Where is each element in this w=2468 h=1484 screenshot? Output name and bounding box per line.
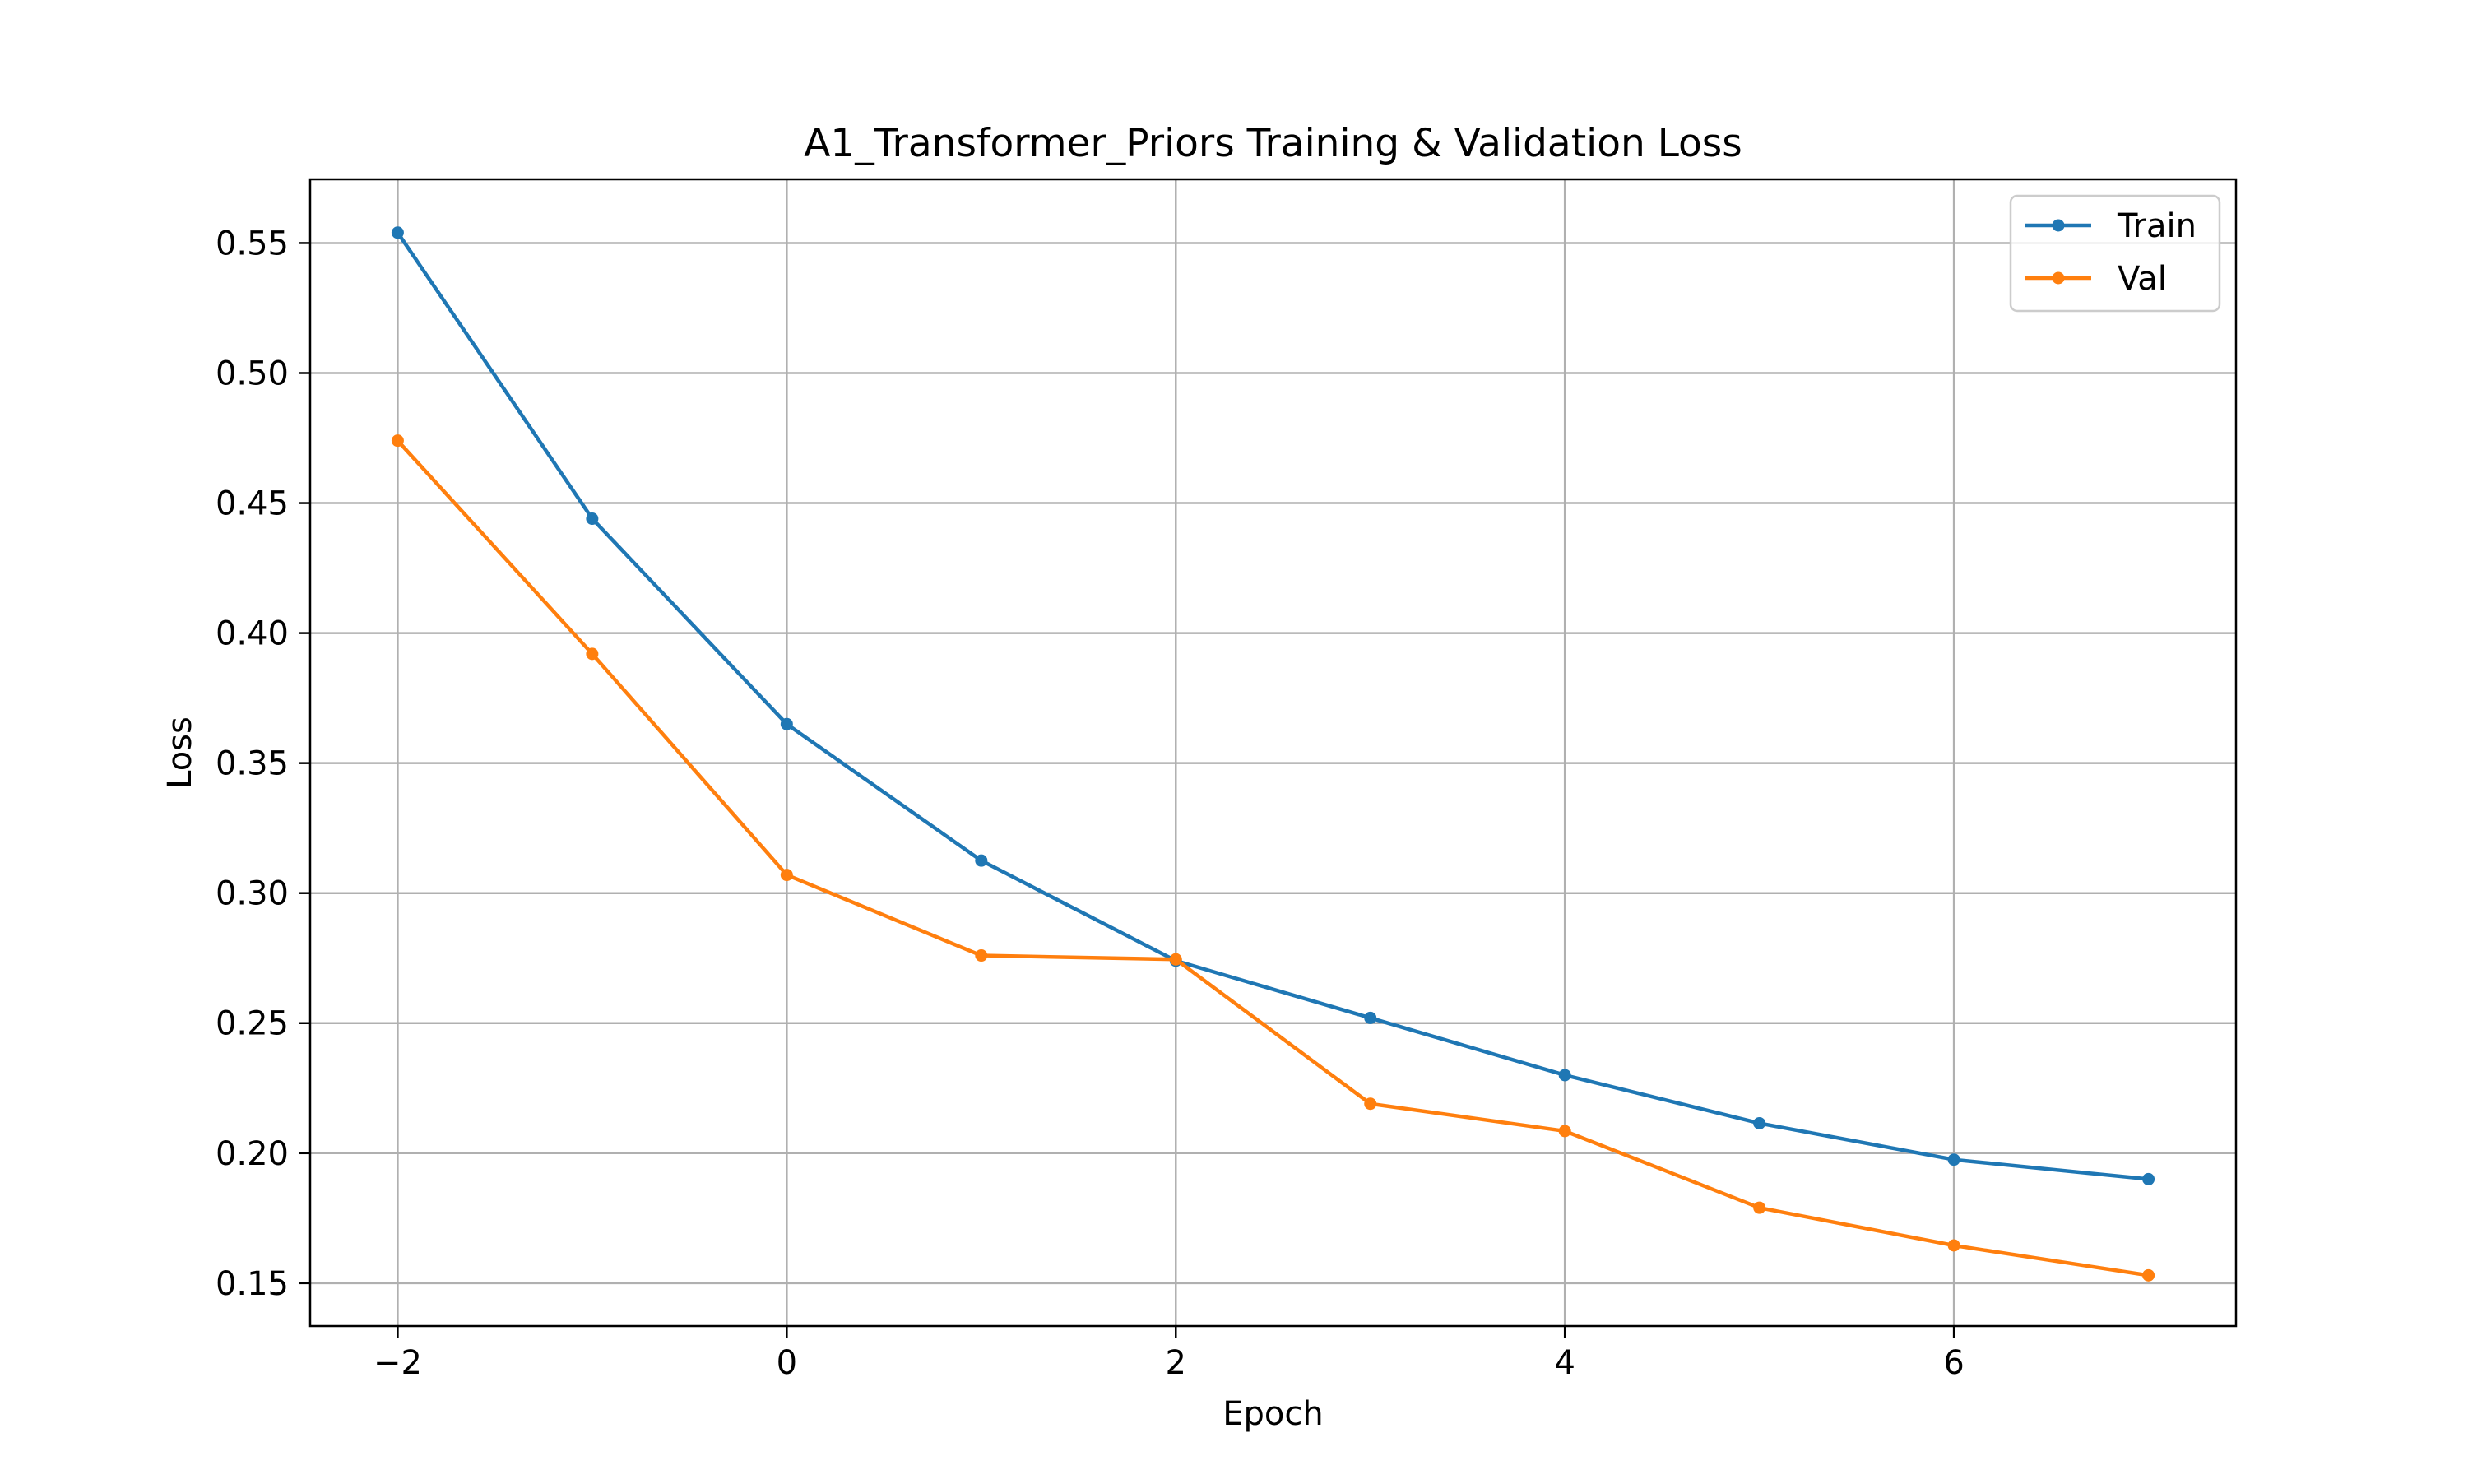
data-point-val: [1753, 1201, 1766, 1214]
y-tick-label: 0.20: [216, 1135, 289, 1173]
y-tick-label: 0.15: [216, 1265, 289, 1303]
x-axis-label: Epoch: [1222, 1395, 1323, 1433]
legend-label: Train: [2117, 207, 2197, 245]
data-point-train: [1364, 1011, 1377, 1024]
y-tick-label: 0.25: [216, 1005, 289, 1043]
chart-title: A1_Transformer_Priors Training & Validat…: [804, 121, 1742, 166]
series-line-train: [396, 230, 2150, 1181]
y-axis-label: Loss: [161, 716, 199, 789]
legend-item-val: Val: [2025, 260, 2167, 298]
data-point-train: [975, 854, 988, 867]
series-line-val: [396, 438, 2150, 1278]
x-tick-label: 0: [777, 1344, 797, 1382]
x-tick-label: 4: [1554, 1344, 1575, 1382]
data-point-train: [1558, 1069, 1571, 1082]
x-tick-label: 6: [1943, 1344, 1964, 1382]
data-point-val: [391, 434, 404, 448]
y-tick-label: 0.50: [216, 355, 289, 392]
y-tick-label: 0.30: [216, 875, 289, 913]
x-tick-label: −2: [373, 1344, 422, 1382]
data-point-train: [1947, 1153, 1960, 1166]
series-layer: [391, 226, 2155, 1282]
data-point-val: [1947, 1239, 1960, 1252]
legend-swatch-marker: [2052, 271, 2065, 285]
series-val: [391, 434, 2155, 1282]
series-train: [391, 226, 2155, 1185]
x-axis-ticks: −2 0 2 4 6: [373, 1326, 1965, 1382]
data-point-val: [975, 949, 988, 962]
y-axis-ticks: 0.15 0.20 0.25 0.30 0.35 0.40 0.45 0.50 0.55: [216, 225, 310, 1303]
data-point-val: [780, 869, 793, 882]
legend: Train Val: [2009, 194, 2221, 313]
data-point-val: [1169, 953, 1182, 966]
y-tick-label: 0.35: [216, 745, 289, 783]
data-point-val: [1558, 1125, 1571, 1138]
legend-label: Val: [2118, 260, 2167, 298]
legend-swatch-marker: [2052, 219, 2065, 232]
y-tick-label: 0.45: [216, 485, 289, 523]
data-point-train: [780, 717, 793, 730]
y-tick-label: 0.55: [216, 225, 289, 262]
data-point-train: [1753, 1116, 1766, 1129]
legend-item-train: Train: [2025, 207, 2197, 245]
data-point-val: [1364, 1097, 1377, 1111]
axes-frame: [308, 178, 2238, 1328]
data-point-train: [2142, 1172, 2155, 1185]
data-point-val: [2142, 1268, 2155, 1282]
x-tick-label: 2: [1166, 1344, 1186, 1382]
data-point-train: [391, 226, 404, 239]
grid: [310, 179, 2236, 1326]
data-point-train: [586, 512, 599, 526]
y-tick-label: 0.40: [216, 615, 289, 653]
data-point-val: [586, 647, 599, 661]
